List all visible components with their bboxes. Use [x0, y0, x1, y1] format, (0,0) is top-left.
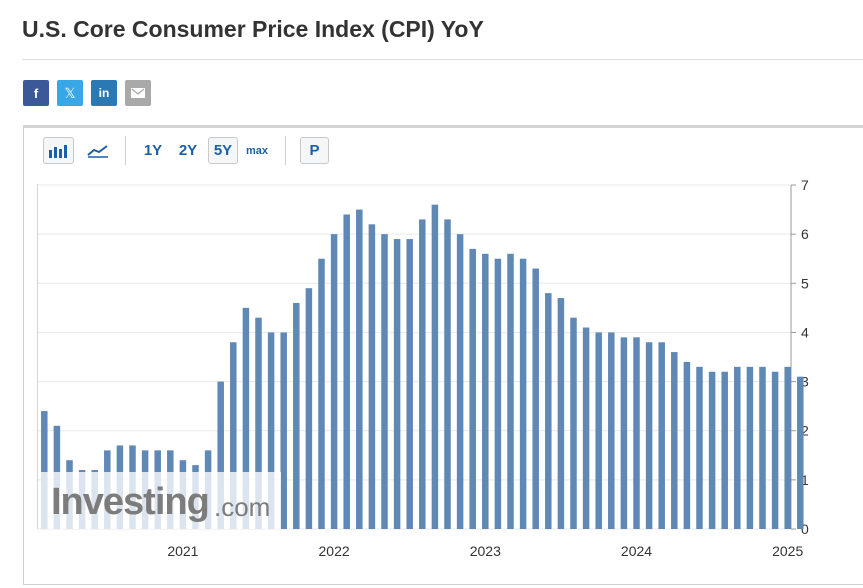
bar[interactable] [305, 288, 313, 529]
bar[interactable] [771, 371, 779, 529]
bar[interactable] [230, 342, 237, 529]
range-2y-button[interactable]: 2Y [178, 142, 198, 159]
bar[interactable] [507, 253, 514, 530]
bar[interactable] [242, 307, 250, 529]
bar[interactable] [217, 381, 224, 529]
bar[interactable] [393, 239, 401, 530]
bar[interactable] [482, 253, 489, 530]
bar[interactable] [519, 258, 527, 529]
y-tick-label: 1 [801, 472, 809, 488]
bar[interactable] [494, 258, 502, 529]
linkedin-icon: in [98, 86, 110, 100]
share-bar: f 𝕏 in [23, 80, 159, 106]
bar[interactable] [708, 371, 716, 529]
bar[interactable] [431, 204, 439, 529]
bar[interactable] [557, 298, 565, 529]
bar[interactable] [671, 352, 678, 529]
investing-watermark [41, 472, 281, 529]
bar[interactable] [797, 376, 804, 529]
bar[interactable] [608, 332, 615, 529]
envelope-icon [131, 88, 145, 98]
y-tick-label: 0 [801, 521, 809, 537]
bar[interactable] [343, 214, 350, 529]
bar[interactable] [293, 302, 300, 529]
chart-toolbar: 1Y 2Y 5Y max P [24, 128, 863, 174]
plot-area [37, 184, 792, 529]
bar[interactable] [645, 342, 653, 529]
y-tick-label: 6 [801, 226, 809, 242]
x-tick-label: 2024 [621, 543, 652, 559]
facebook-share-button[interactable]: f [23, 80, 49, 106]
bar[interactable] [318, 258, 325, 529]
bar[interactable] [368, 224, 376, 530]
bar[interactable] [267, 332, 275, 529]
bar[interactable] [456, 234, 464, 529]
range-5y-button[interactable]: 5Y [208, 137, 238, 164]
y-tick-label: 4 [801, 324, 809, 340]
bar[interactable] [419, 219, 426, 529]
x-tick-label: 2021 [167, 543, 198, 559]
x-tick-label: 2022 [319, 543, 350, 559]
toolbar-divider [285, 136, 286, 165]
linkedin-share-button[interactable]: in [91, 80, 117, 106]
bar[interactable] [280, 332, 287, 529]
bar[interactable] [469, 248, 476, 529]
bar[interactable] [532, 268, 539, 529]
page-title: U.S. Core Consumer Price Index (CPI) YoY [22, 16, 484, 42]
bar[interactable] [381, 234, 388, 529]
bar[interactable] [633, 337, 640, 529]
bar[interactable] [759, 366, 766, 529]
x-tick-label: 2023 [470, 543, 501, 559]
toolbar-divider [125, 136, 126, 165]
bar[interactable] [255, 317, 262, 529]
watermark-suffix: .com [214, 492, 271, 522]
x-tick-label: 2025 [772, 543, 803, 559]
bar[interactable] [784, 366, 791, 529]
bar[interactable] [658, 342, 665, 529]
bar[interactable] [41, 411, 48, 529]
twitter-icon: 𝕏 [64, 84, 76, 101]
bar[interactable] [406, 239, 413, 530]
bar[interactable] [582, 327, 590, 529]
watermark-brand: Investing [51, 481, 210, 523]
bar[interactable] [356, 209, 363, 530]
line-chart-button[interactable] [82, 137, 113, 164]
bar-chart-button[interactable] [43, 137, 74, 164]
bar[interactable] [570, 317, 577, 529]
y-tick-label: 3 [801, 374, 809, 390]
bar[interactable] [696, 366, 703, 529]
bar[interactable] [545, 293, 552, 529]
bar[interactable] [444, 219, 451, 529]
bar[interactable] [683, 361, 691, 529]
y-tick-label: 7 [801, 177, 809, 193]
bar[interactable] [721, 371, 728, 529]
facebook-icon: f [33, 85, 39, 101]
chart-panel: 1Y 2Y 5Y max P 0 1 2 3 4 5 6 7 2021 2022 2023 2024 2… [23, 125, 863, 585]
bar[interactable] [746, 366, 754, 529]
line-chart-icon [86, 144, 108, 158]
range-1y-button[interactable]: 1Y [143, 142, 163, 159]
bar-chart-icon [48, 144, 67, 158]
title-divider [22, 59, 863, 60]
bar[interactable] [595, 332, 602, 529]
range-max-button[interactable]: max [245, 144, 269, 157]
email-share-button[interactable] [125, 80, 151, 106]
y-tick-label: 5 [801, 275, 809, 291]
bar[interactable] [734, 366, 741, 529]
bar[interactable] [330, 234, 338, 529]
y-tick-label: 2 [801, 423, 809, 439]
twitter-share-button[interactable]: 𝕏 [57, 80, 83, 106]
print-button[interactable]: P [300, 137, 329, 164]
bar[interactable] [620, 337, 628, 529]
